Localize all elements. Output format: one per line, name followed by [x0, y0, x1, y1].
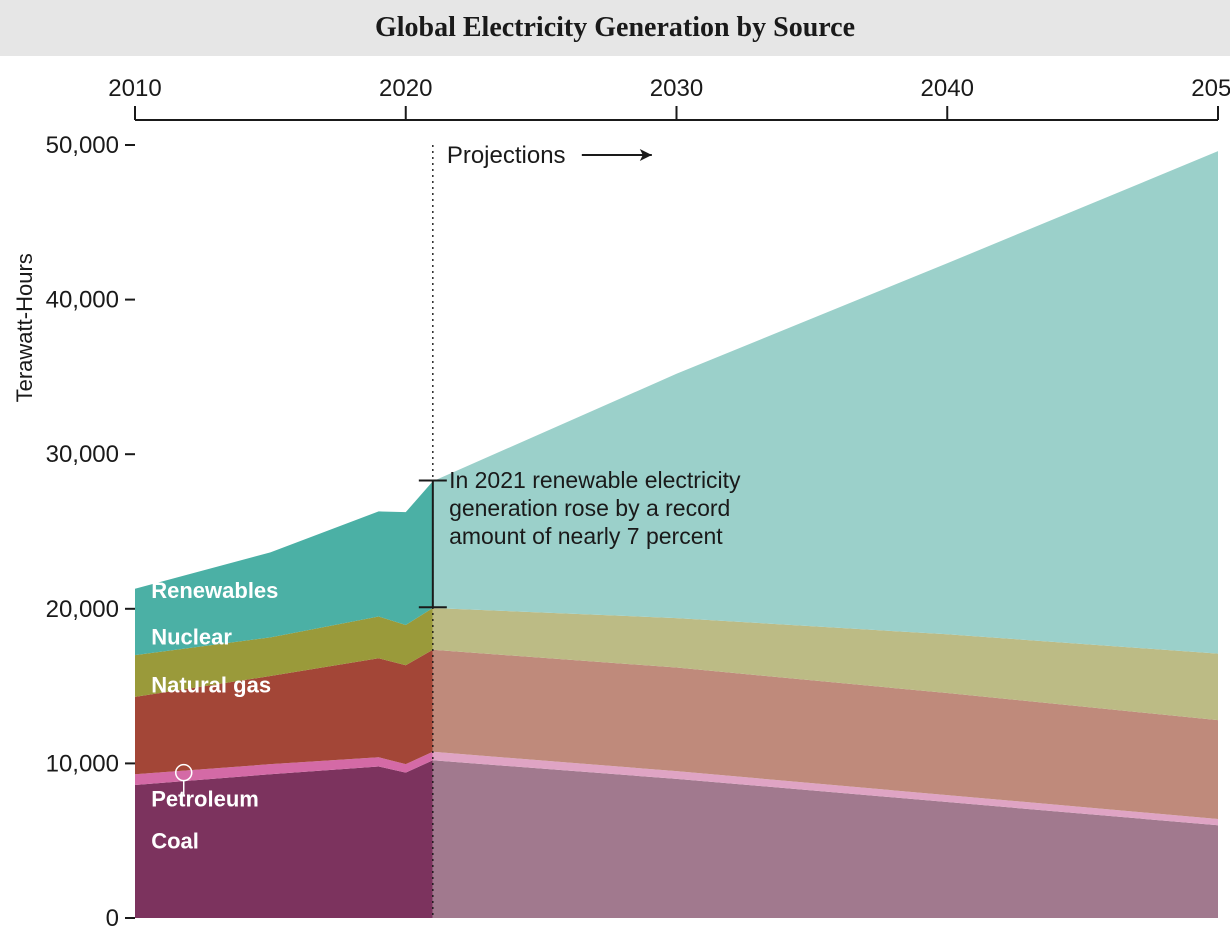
projections-label: Projections — [447, 142, 566, 169]
series-label-coal: Coal — [151, 828, 199, 853]
title-bar: Global Electricity Generation by Source — [0, 0, 1230, 56]
y-tick-label: 40,000 — [46, 287, 119, 314]
y-tick-label: 20,000 — [46, 596, 119, 623]
chart-svg: 0 10,000 20,000 30,000 40,000 50,000 Terawatt-… — [0, 56, 1230, 945]
series-label-natural_gas: Natural gas — [151, 672, 271, 697]
y-tick-label: 10,000 — [46, 750, 119, 777]
annotation-line: In 2021 renewable electricity — [449, 467, 741, 493]
x-tick-label: 2040 — [921, 75, 974, 102]
series-label-nuclear: Nuclear — [151, 624, 232, 649]
chart-area: 0 10,000 20,000 30,000 40,000 50,000 Terawatt-… — [0, 56, 1230, 945]
x-tick-label: 2020 — [379, 75, 432, 102]
series-label-petroleum: Petroleum — [151, 787, 259, 812]
x-tick-label: 2030 — [650, 75, 703, 102]
y-tick-label: 50,000 — [46, 132, 119, 159]
x-axis-top: 2010 2020 2030 2040 2050 — [108, 75, 1230, 120]
x-tick-label: 2010 — [108, 75, 161, 102]
series-label-renewables: Renewables — [151, 578, 278, 603]
x-tick-label: 2050 — [1191, 75, 1230, 102]
y-tick-label: 0 — [106, 905, 119, 932]
y-tick-label: 30,000 — [46, 441, 119, 468]
annotation-line: generation rose by a record — [449, 495, 730, 521]
chart-title: Global Electricity Generation by Source — [375, 12, 855, 44]
annotation-line: amount of nearly 7 percent — [449, 523, 723, 549]
y-axis: 0 10,000 20,000 30,000 40,000 50,000 Terawatt-… — [12, 132, 135, 932]
y-axis-title: Terawatt-Hours — [12, 253, 37, 402]
